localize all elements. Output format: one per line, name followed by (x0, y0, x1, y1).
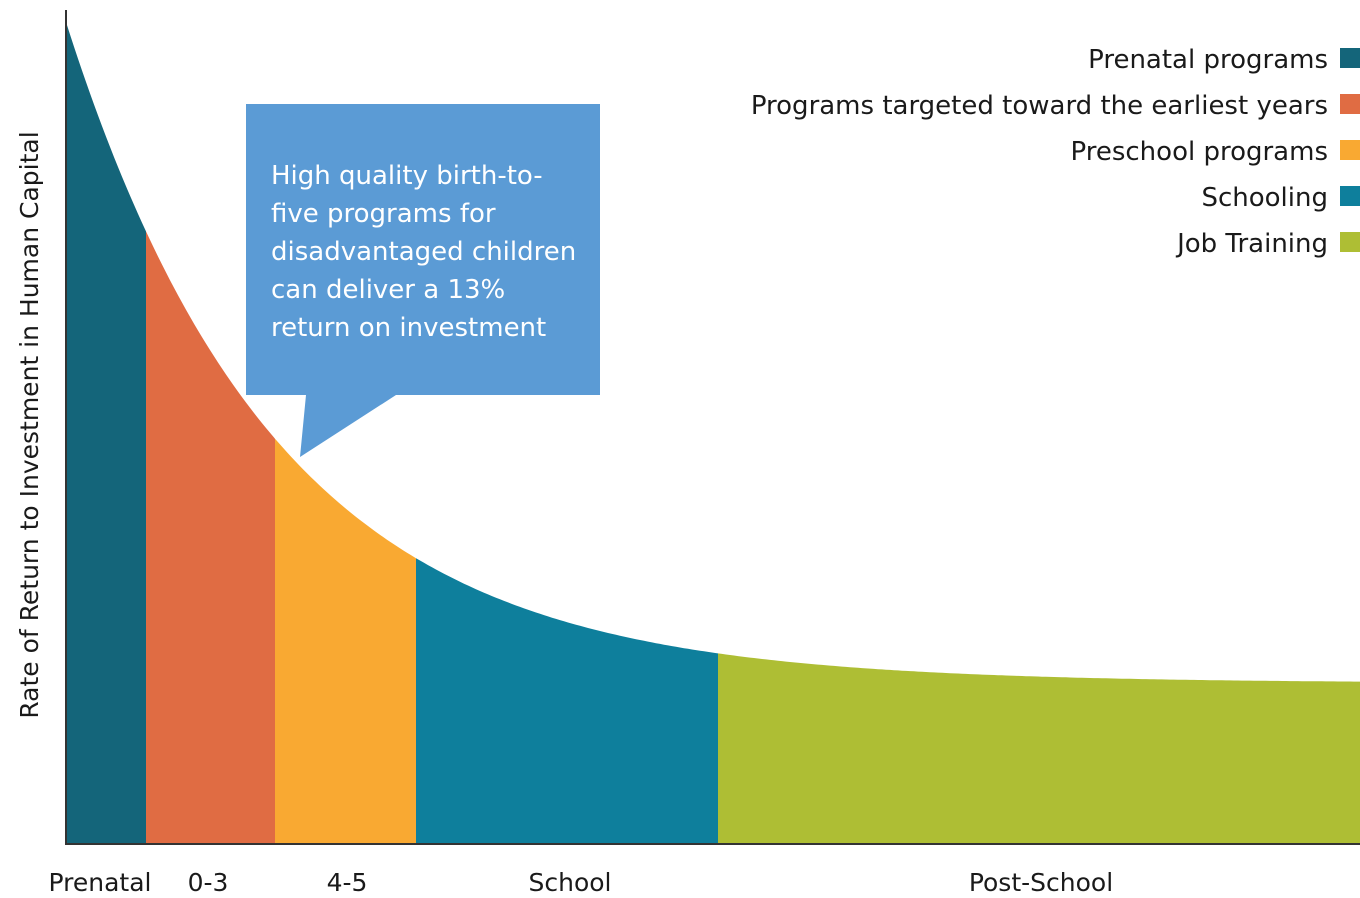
area-0-3 (146, 231, 275, 843)
callout-box (246, 104, 600, 457)
stage-areas (66, 22, 1360, 843)
area-school (416, 558, 718, 843)
callout-line: return on investment (271, 313, 546, 343)
callout-line: disadvantaged children (271, 237, 576, 267)
x-tick-label: Prenatal (49, 868, 152, 897)
callout-line: can deliver a 13% (271, 275, 505, 305)
callout-line: High quality birth-to- (271, 161, 543, 191)
legend: Prenatal programs Programs targeted towar… (751, 45, 1360, 259)
callout-text: High quality birth-to-five programs for d… (271, 161, 576, 343)
legend-swatch (1340, 186, 1360, 206)
legend-swatch (1340, 48, 1360, 68)
x-tick-label: 4-5 (327, 868, 368, 897)
legend-swatch (1340, 140, 1360, 160)
legend-label: Preschool programs (1071, 137, 1329, 167)
legend-swatch (1340, 232, 1360, 252)
legend-label: Schooling (1201, 183, 1328, 213)
legend-label: Prenatal programs (1088, 45, 1328, 75)
x-tick-label: School (529, 868, 612, 897)
area-4-5 (275, 438, 416, 843)
callout-line: five programs for (271, 199, 496, 229)
x-tick-label: 0-3 (188, 868, 229, 897)
area-prenatal (66, 22, 146, 843)
legend-swatch (1340, 94, 1360, 114)
area-post-school (718, 653, 1360, 843)
y-axis-label: Rate of Return to Investment in Human Ca… (15, 131, 44, 718)
legend-label: Programs targeted toward the earliest ye… (751, 91, 1328, 121)
legend-label: Job Training (1175, 229, 1328, 259)
callout: High quality birth-to-five programs for d… (246, 104, 600, 457)
x-tick-labels: Prenatal 0-3 4-5 School Post-School (49, 868, 1114, 897)
x-tick-label: Post-School (969, 868, 1113, 897)
